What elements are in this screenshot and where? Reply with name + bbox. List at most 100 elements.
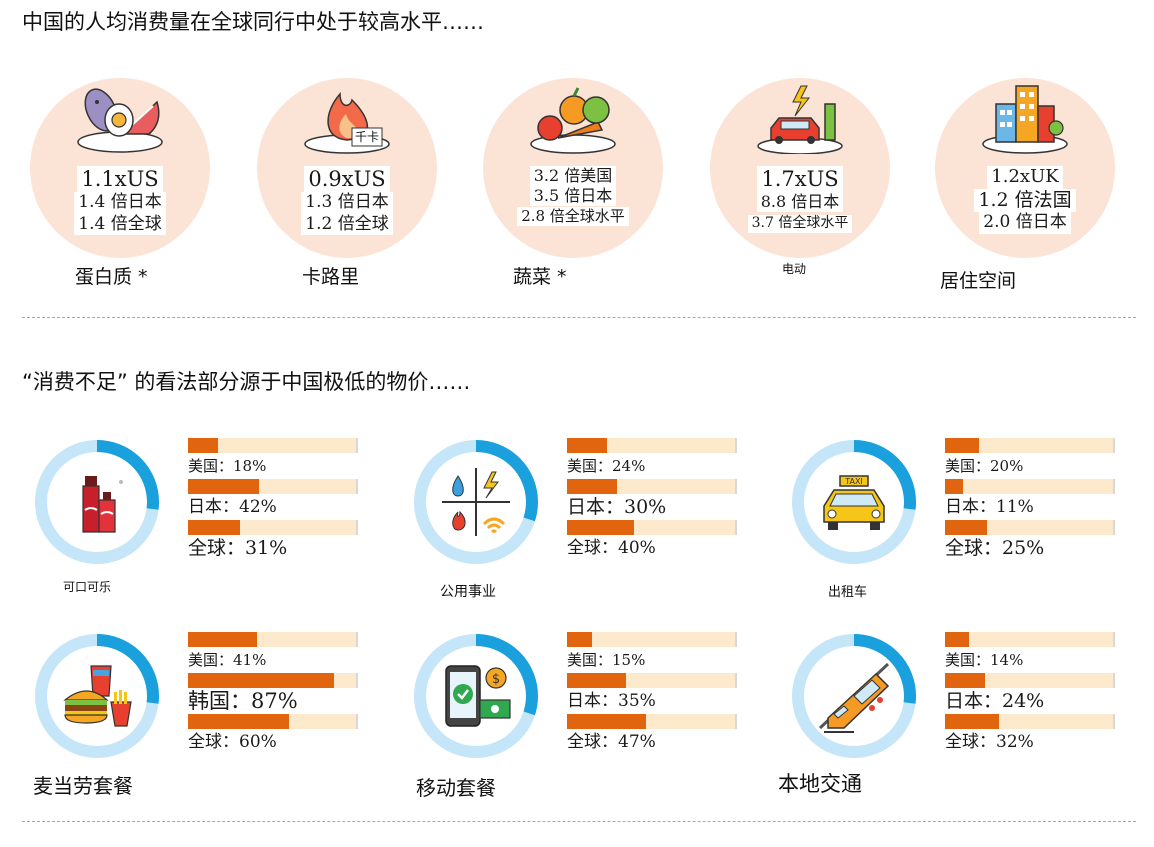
bar-track xyxy=(188,520,358,535)
stats-list: 1.7xUS 8.8 倍日本 3.7 倍全球水平 xyxy=(710,166,890,233)
item-label: 移动套餐 xyxy=(416,776,496,800)
price-card-mcdonalds: 麦当劳套餐 美国：41% 韩国：87% 全球：60% xyxy=(33,632,373,812)
svg-text:$: $ xyxy=(492,672,500,687)
calorie-flame-icon: 千卡 xyxy=(302,82,392,154)
svg-text:TAXI: TAXI xyxy=(844,477,863,486)
bar-fill xyxy=(188,673,335,688)
bar-fill xyxy=(188,714,289,729)
item-label: 麦当劳套餐 xyxy=(33,774,133,798)
bar-label: 美国：14% xyxy=(945,651,1024,669)
bar-track xyxy=(945,632,1115,647)
item-label: 蛋白质 * xyxy=(75,266,148,288)
item-label: 可口可乐 xyxy=(63,580,112,594)
bar-fill xyxy=(567,714,646,729)
utilities-icon xyxy=(436,462,516,542)
bar-label: 全球：31% xyxy=(188,537,288,559)
bar-group: 美国：15% 日本：35% 全球：47% xyxy=(567,632,737,755)
stat-japan: 2.0 倍日本 xyxy=(979,212,1071,234)
bar-track xyxy=(945,520,1115,535)
local-transit-train-icon xyxy=(814,656,894,736)
bar-track xyxy=(945,673,1115,688)
bar-group: 美国：24% 日本：30% 全球：40% xyxy=(567,438,737,561)
section-divider xyxy=(22,317,1136,318)
bar-label: 美国：20% xyxy=(945,457,1024,475)
stat-japan: 1.4 倍日本 xyxy=(74,192,166,214)
bar-track xyxy=(188,714,358,729)
bar-fill xyxy=(567,632,593,647)
bar-fill xyxy=(188,520,241,535)
bar-label: 美国：15% xyxy=(567,651,646,669)
progress-ring xyxy=(412,438,540,566)
stat-japan: 3.5 倍日本 xyxy=(529,186,617,206)
bar-label: 美国：18% xyxy=(188,457,267,475)
bar-label: 美国：41% xyxy=(188,651,267,669)
item-label: 公用事业 xyxy=(440,584,496,600)
stat-us: 3.2 倍美国 xyxy=(529,166,617,186)
bar-label: 全球：60% xyxy=(188,732,277,752)
stat-france: 1.2 倍法国 xyxy=(974,188,1076,213)
bar-track xyxy=(567,520,737,535)
bar-track xyxy=(567,673,737,688)
price-card-mobile: $ 移动套餐 美国：15% 日本：35% 全球：47% xyxy=(412,632,752,812)
progress-ring xyxy=(33,438,161,566)
bar-label: 日本：11% xyxy=(945,497,1034,517)
progress-ring: TAXI xyxy=(790,438,918,566)
bar-label: 全球：47% xyxy=(567,732,656,752)
bar-fill xyxy=(567,438,608,453)
progress-ring: $ xyxy=(412,632,540,760)
consumption-card-ev: 1.7xUS 8.8 倍日本 3.7 倍全球水平 电动 xyxy=(710,78,890,298)
vegetables-icon xyxy=(528,82,618,154)
bar-fill xyxy=(945,632,969,647)
stat-us: 1.1xUS xyxy=(77,166,163,193)
item-label: 卡路里 xyxy=(302,266,360,288)
stat-japan: 1.3 倍日本 xyxy=(301,192,393,214)
bar-fill xyxy=(945,438,979,453)
bar-group: 美国：20% 日本：11% 全球：25% xyxy=(945,438,1115,561)
bar-fill xyxy=(945,714,999,729)
bar-track xyxy=(188,438,358,453)
bar-track xyxy=(567,438,737,453)
bar-fill xyxy=(188,479,259,494)
section1-title: 中国的人均消费量在全球同行中处于较高水平…… xyxy=(22,10,484,34)
bar-track xyxy=(945,714,1115,729)
bar-fill xyxy=(567,673,626,688)
item-label: 居住空间 xyxy=(940,270,1017,292)
price-card-cola: 可口可乐 美国：18% 日本：42% 全球：31% xyxy=(33,438,373,618)
bar-label: 日本：35% xyxy=(567,691,656,711)
bar-group: 美国：18% 日本：42% 全球：31% xyxy=(188,438,358,561)
bar-track xyxy=(567,714,737,729)
stat-japan: 8.8 倍日本 xyxy=(756,192,844,213)
section-divider xyxy=(22,821,1136,822)
bar-group: 美国：41% 韩国：87% 全球：60% xyxy=(188,632,358,755)
price-card-utilities: 公用事业 美国：24% 日本：30% 全球：40% xyxy=(412,438,752,618)
fast-food-meal-icon xyxy=(57,656,137,736)
price-card-local-transport: 本地交通 美国：14% 日本：24% 全球：32% xyxy=(778,632,1130,812)
bar-label: 全球：25% xyxy=(945,537,1045,559)
cola-bottles-icon xyxy=(57,462,137,542)
stat-us: 1.7xUS xyxy=(757,166,843,193)
stat-global: 2.8 倍全球水平 xyxy=(517,207,629,226)
stat-uk: 1.2xUK xyxy=(987,166,1063,189)
bar-track xyxy=(945,479,1115,494)
bar-fill xyxy=(567,479,618,494)
item-label: 出租车 xyxy=(828,585,868,600)
bar-track xyxy=(188,673,358,688)
progress-ring xyxy=(790,632,918,760)
bar-label: 美国：24% xyxy=(567,457,646,475)
item-label: 蔬菜 * xyxy=(513,266,567,288)
calorie-unit-text: 千卡 xyxy=(355,130,379,144)
stats-list: 0.9xUS 1.3 倍日本 1.2 倍全球 xyxy=(257,166,437,235)
bar-fill xyxy=(567,520,635,535)
bar-label: 日本：30% xyxy=(567,496,667,518)
bar-label: 日本：42% xyxy=(188,497,277,517)
taxi-icon: TAXI xyxy=(814,462,894,542)
stat-global: 1.2 倍全球 xyxy=(301,213,393,235)
bar-label: 日本：24% xyxy=(945,690,1045,712)
consumption-card-vegetables: 3.2 倍美国 3.5 倍日本 2.8 倍全球水平 蔬菜 * xyxy=(483,78,663,298)
bar-label: 韩国：87% xyxy=(188,689,298,713)
bar-fill xyxy=(945,673,986,688)
consumption-card-protein: 1.1xUS 1.4 倍日本 1.4 倍全球 蛋白质 * xyxy=(30,78,210,298)
progress-ring xyxy=(33,632,161,760)
bar-track xyxy=(567,632,737,647)
item-label: 电动 xyxy=(782,262,807,276)
